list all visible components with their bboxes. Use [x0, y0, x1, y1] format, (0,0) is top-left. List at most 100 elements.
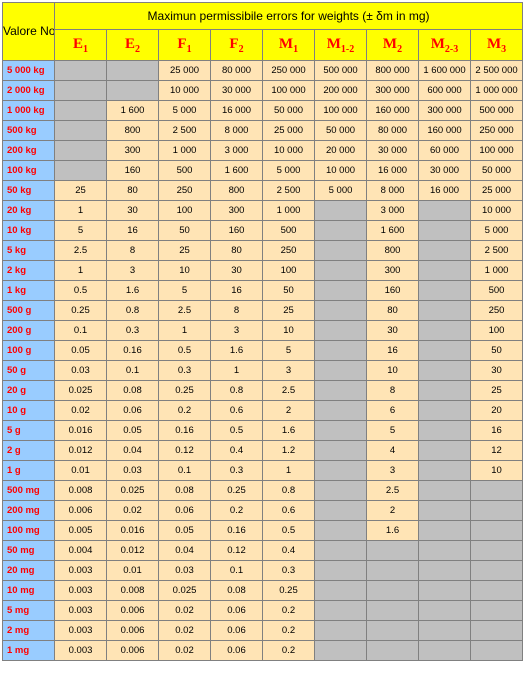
value-cell: 0.3	[211, 461, 263, 481]
value-cell: 250	[263, 241, 315, 261]
value-cell: 0.2	[159, 401, 211, 421]
value-cell: 0.006	[55, 501, 107, 521]
class-header: M1-2	[315, 30, 367, 61]
mass-label: 50 mg	[3, 541, 55, 561]
value-cell: 0.8	[263, 481, 315, 501]
value-cell	[419, 201, 471, 221]
value-cell: 50 000	[263, 101, 315, 121]
value-cell: 500 000	[315, 61, 367, 81]
mass-label: 500 mg	[3, 481, 55, 501]
value-cell: 10	[159, 261, 211, 281]
value-cell	[419, 601, 471, 621]
value-cell	[315, 281, 367, 301]
value-cell	[471, 581, 523, 601]
value-cell: 25	[159, 241, 211, 261]
value-cell: 100	[471, 321, 523, 341]
table-row: 50 g0.030.10.3131030	[3, 361, 523, 381]
value-cell: 0.08	[107, 381, 159, 401]
table-row: 20 mg0.0030.010.030.10.3	[3, 561, 523, 581]
value-cell: 0.06	[211, 641, 263, 661]
value-cell: 0.02	[159, 641, 211, 661]
class-header: E1	[55, 30, 107, 61]
mass-label: 100 kg	[3, 161, 55, 181]
value-cell: 80	[107, 181, 159, 201]
value-cell: 30	[367, 321, 419, 341]
value-cell	[419, 221, 471, 241]
value-cell	[107, 81, 159, 101]
value-cell: 8 000	[367, 181, 419, 201]
class-header-row: E1E2F1F2M1M1-2M2M2-3M3	[3, 30, 523, 61]
value-cell: 0.5	[159, 341, 211, 361]
value-cell: 100 000	[263, 81, 315, 101]
table-row: 1 mg0.0030.0060.020.060.2	[3, 641, 523, 661]
value-cell: 0.25	[159, 381, 211, 401]
value-cell: 4	[367, 441, 419, 461]
value-cell: 0.04	[159, 541, 211, 561]
value-cell	[419, 241, 471, 261]
table-row: 2 mg0.0030.0060.020.060.2	[3, 621, 523, 641]
value-cell	[419, 441, 471, 461]
value-cell	[367, 581, 419, 601]
value-cell: 0.02	[107, 501, 159, 521]
value-cell: 0.016	[107, 521, 159, 541]
value-cell	[419, 261, 471, 281]
value-cell	[367, 541, 419, 561]
mass-label: 2 kg	[3, 261, 55, 281]
table-row: 10 kg516501605001 6005 000	[3, 221, 523, 241]
value-cell: 0.006	[107, 601, 159, 621]
value-cell: 10	[471, 461, 523, 481]
value-cell: 0.1	[159, 461, 211, 481]
value-cell: 25	[471, 381, 523, 401]
table-title: Maximun permissibile errors for weights …	[55, 3, 523, 30]
value-cell: 0.12	[159, 441, 211, 461]
value-cell: 0.6	[263, 501, 315, 521]
value-cell: 50 000	[471, 161, 523, 181]
value-cell: 0.05	[107, 421, 159, 441]
mass-label: 50 g	[3, 361, 55, 381]
value-cell	[315, 401, 367, 421]
value-cell	[315, 521, 367, 541]
value-cell	[419, 561, 471, 581]
mass-label: 1 000 kg	[3, 101, 55, 121]
value-cell	[419, 401, 471, 421]
value-cell	[315, 381, 367, 401]
value-cell: 3	[263, 361, 315, 381]
table-row: 1 kg0.51.651650160500	[3, 281, 523, 301]
value-cell: 0.12	[211, 541, 263, 561]
value-cell: 8	[367, 381, 419, 401]
mass-label: 200 g	[3, 321, 55, 341]
value-cell: 16 000	[211, 101, 263, 121]
value-cell: 1 600 000	[419, 61, 471, 81]
value-cell: 0.6	[211, 401, 263, 421]
value-cell: 0.003	[55, 601, 107, 621]
value-cell: 0.5	[55, 281, 107, 301]
value-cell: 0.3	[159, 361, 211, 381]
value-cell	[419, 381, 471, 401]
value-cell: 0.16	[159, 421, 211, 441]
value-cell	[315, 241, 367, 261]
value-cell: 0.025	[107, 481, 159, 501]
mass-label: 200 mg	[3, 501, 55, 521]
value-cell: 1	[159, 321, 211, 341]
value-cell: 0.3	[107, 321, 159, 341]
value-cell: 2 500	[471, 241, 523, 261]
value-cell: 1.6	[367, 521, 419, 541]
value-cell: 0.8	[107, 301, 159, 321]
table-row: 20 kg1301003001 0003 00010 000	[3, 201, 523, 221]
value-cell: 0.025	[55, 381, 107, 401]
value-cell	[471, 541, 523, 561]
value-cell: 30	[211, 261, 263, 281]
value-cell: 0.02	[55, 401, 107, 421]
value-cell: 16	[367, 341, 419, 361]
value-cell	[315, 301, 367, 321]
mass-label: 10 g	[3, 401, 55, 421]
value-cell: 0.016	[55, 421, 107, 441]
value-cell	[367, 621, 419, 641]
value-cell: 3	[367, 461, 419, 481]
value-cell: 0.08	[159, 481, 211, 501]
value-cell: 25	[55, 181, 107, 201]
table-row: 500 kg8002 5008 00025 00050 00080 000160…	[3, 121, 523, 141]
value-cell	[419, 301, 471, 321]
value-cell	[471, 481, 523, 501]
value-cell: 25 000	[263, 121, 315, 141]
